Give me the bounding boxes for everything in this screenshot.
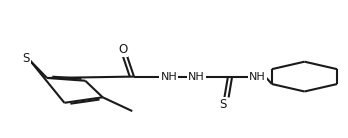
- Text: S: S: [22, 52, 30, 65]
- Text: S: S: [219, 98, 227, 111]
- Text: NH: NH: [160, 72, 177, 82]
- Text: NH: NH: [249, 72, 266, 82]
- Text: NH: NH: [188, 72, 205, 82]
- Text: O: O: [118, 43, 127, 56]
